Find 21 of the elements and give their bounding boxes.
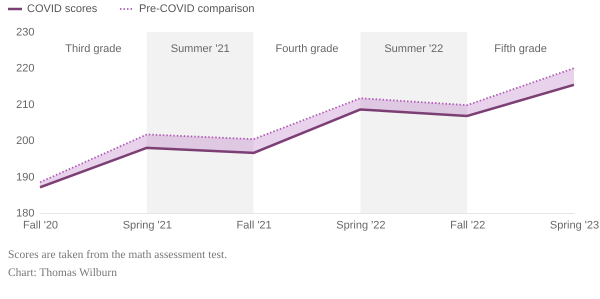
legend-label: COVID scores xyxy=(27,3,98,15)
x-tick-label: Spring '22 xyxy=(336,220,386,232)
x-tick-label: Fall '20 xyxy=(22,220,58,232)
band-label: Third grade xyxy=(65,43,122,55)
x-tick-label: Fall '22 xyxy=(450,220,486,232)
text: Scores are taken from the math assessment test. xyxy=(8,249,228,261)
x-tick-label: Spring '21 xyxy=(122,220,172,232)
band-label: Fifth grade xyxy=(494,43,547,55)
y-tick-label: 210 xyxy=(16,98,34,111)
band-label: Summer '21 xyxy=(170,43,230,55)
text: Chart: Thomas Wilburn xyxy=(8,267,118,279)
legend-label: Pre-COVID comparison xyxy=(139,3,255,15)
band-label: Summer '22 xyxy=(384,43,444,55)
x-tick-label: Fall '21 xyxy=(236,220,272,232)
y-tick-label: 220 xyxy=(16,62,34,75)
y-tick-label: 180 xyxy=(16,208,34,220)
band-label: Fourth grade xyxy=(276,43,338,55)
y-tick-label: 190 xyxy=(16,171,34,184)
y-tick-label: 200 xyxy=(16,135,34,148)
x-tick-label: Spring '23 xyxy=(550,220,600,232)
y-tick-label: 230 xyxy=(16,26,34,38)
